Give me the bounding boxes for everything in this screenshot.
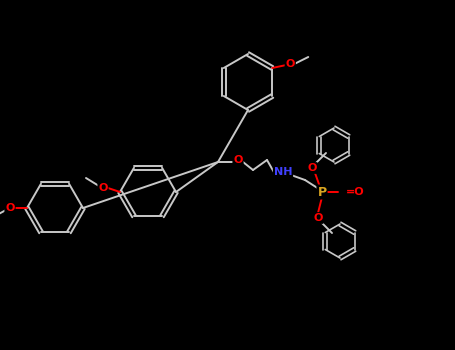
Text: O: O (5, 203, 15, 213)
Text: O: O (233, 155, 243, 165)
Text: =O: =O (346, 187, 364, 197)
Text: P: P (318, 186, 327, 198)
Text: O: O (307, 163, 317, 173)
Text: O: O (98, 183, 108, 193)
Text: O: O (313, 213, 323, 223)
Text: NH: NH (274, 167, 292, 177)
Text: O: O (286, 59, 295, 69)
